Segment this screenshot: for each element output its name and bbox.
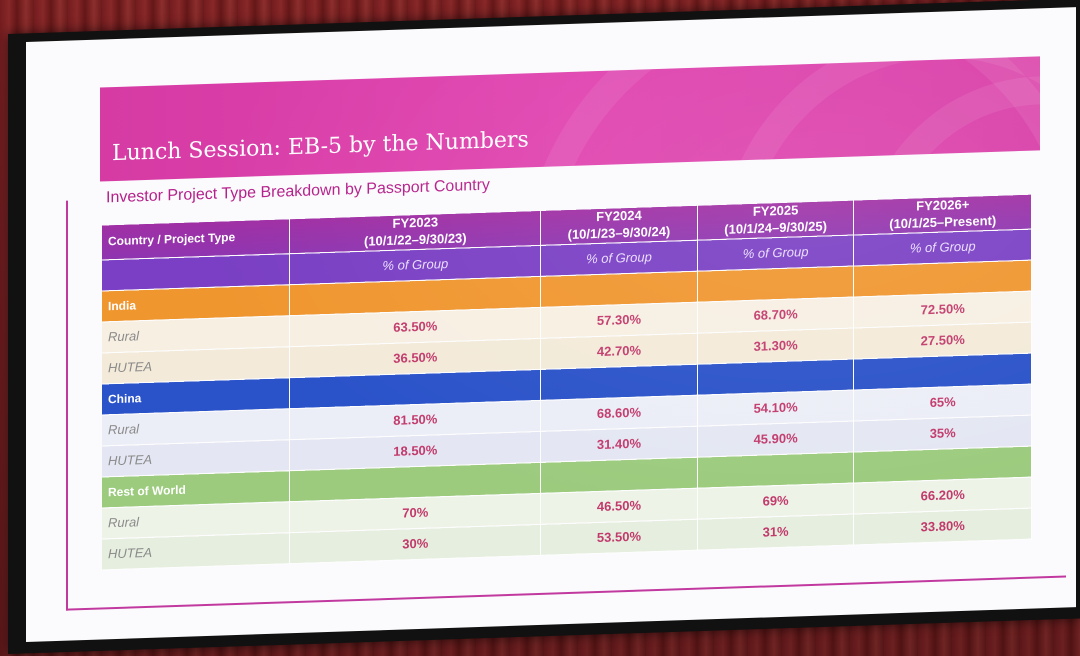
project-type-label: HUTEA [102,532,290,570]
column-header-fy2024: FY2024 (10/1/23–9/30/24) [540,205,698,246]
slide-title: Lunch Session: EB-5 by the Numbers [112,127,529,167]
value-cell: 31% [697,513,854,551]
slide-left-rule [66,200,68,611]
column-header-fy2025: FY2025 (10/1/24–9/30/25) [697,200,854,241]
presentation-slide: Lunch Session: EB-5 by the Numbers Inves… [26,7,1076,643]
slide-bottom-rule [66,575,1066,611]
slide-subtitle: Investor Project Type Breakdown by Passp… [106,176,490,207]
title-banner: Lunch Session: EB-5 by the Numbers [100,56,1040,182]
value-cell: 33.80% [853,507,1032,545]
value-cell: 53.50% [540,519,698,556]
breakdown-table: Country / Project Type FY2023 (10/1/22–9… [102,194,1032,571]
